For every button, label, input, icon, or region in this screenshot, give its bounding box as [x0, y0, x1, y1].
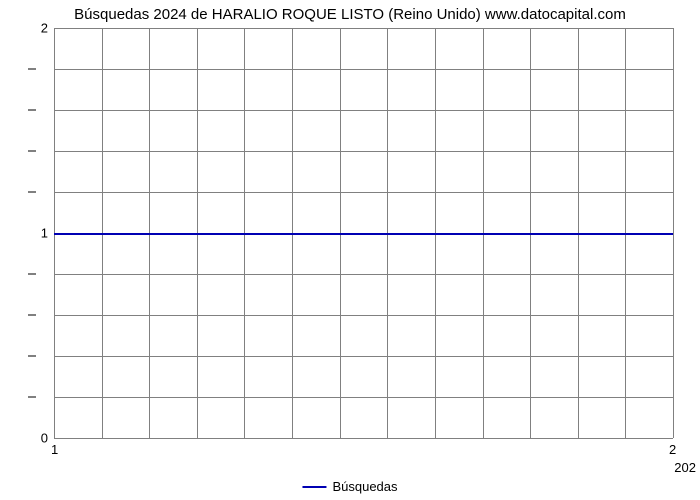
- x-tick-label-2: 2: [669, 442, 676, 457]
- y-minor-tick: [28, 356, 36, 357]
- y-minor-tick: [28, 397, 36, 398]
- y-minor-tick: [28, 192, 36, 193]
- data-line-busquedas: [54, 233, 673, 235]
- grid-h: [54, 356, 673, 357]
- y-minor-tick: [28, 151, 36, 152]
- legend-swatch: [302, 486, 326, 488]
- grid-h: [54, 397, 673, 398]
- grid-h: [54, 110, 673, 111]
- grid-h: [54, 192, 673, 193]
- grid-h: [54, 69, 673, 70]
- y-tick-label-1: 1: [38, 226, 48, 241]
- plot-area: [54, 28, 674, 438]
- x-tick-label-1: 1: [51, 442, 58, 457]
- x-extra-label: 202: [674, 460, 696, 475]
- grid-h: [54, 28, 673, 29]
- y-minor-tick: [28, 69, 36, 70]
- grid-h: [54, 438, 673, 439]
- chart-wrapper: Búsquedas 2024 de HARALIO ROQUE LISTO (R…: [0, 0, 700, 500]
- y-tick-label-0: 0: [38, 431, 48, 446]
- grid-h: [54, 151, 673, 152]
- y-tick-label-2: 2: [38, 21, 48, 36]
- grid-h: [54, 315, 673, 316]
- grid-h: [54, 274, 673, 275]
- y-minor-tick: [28, 315, 36, 316]
- legend: Búsquedas: [302, 479, 397, 494]
- legend-label: Búsquedas: [332, 479, 397, 494]
- y-minor-tick: [28, 110, 36, 111]
- y-minor-tick: [28, 274, 36, 275]
- chart-title: Búsquedas 2024 de HARALIO ROQUE LISTO (R…: [74, 6, 626, 23]
